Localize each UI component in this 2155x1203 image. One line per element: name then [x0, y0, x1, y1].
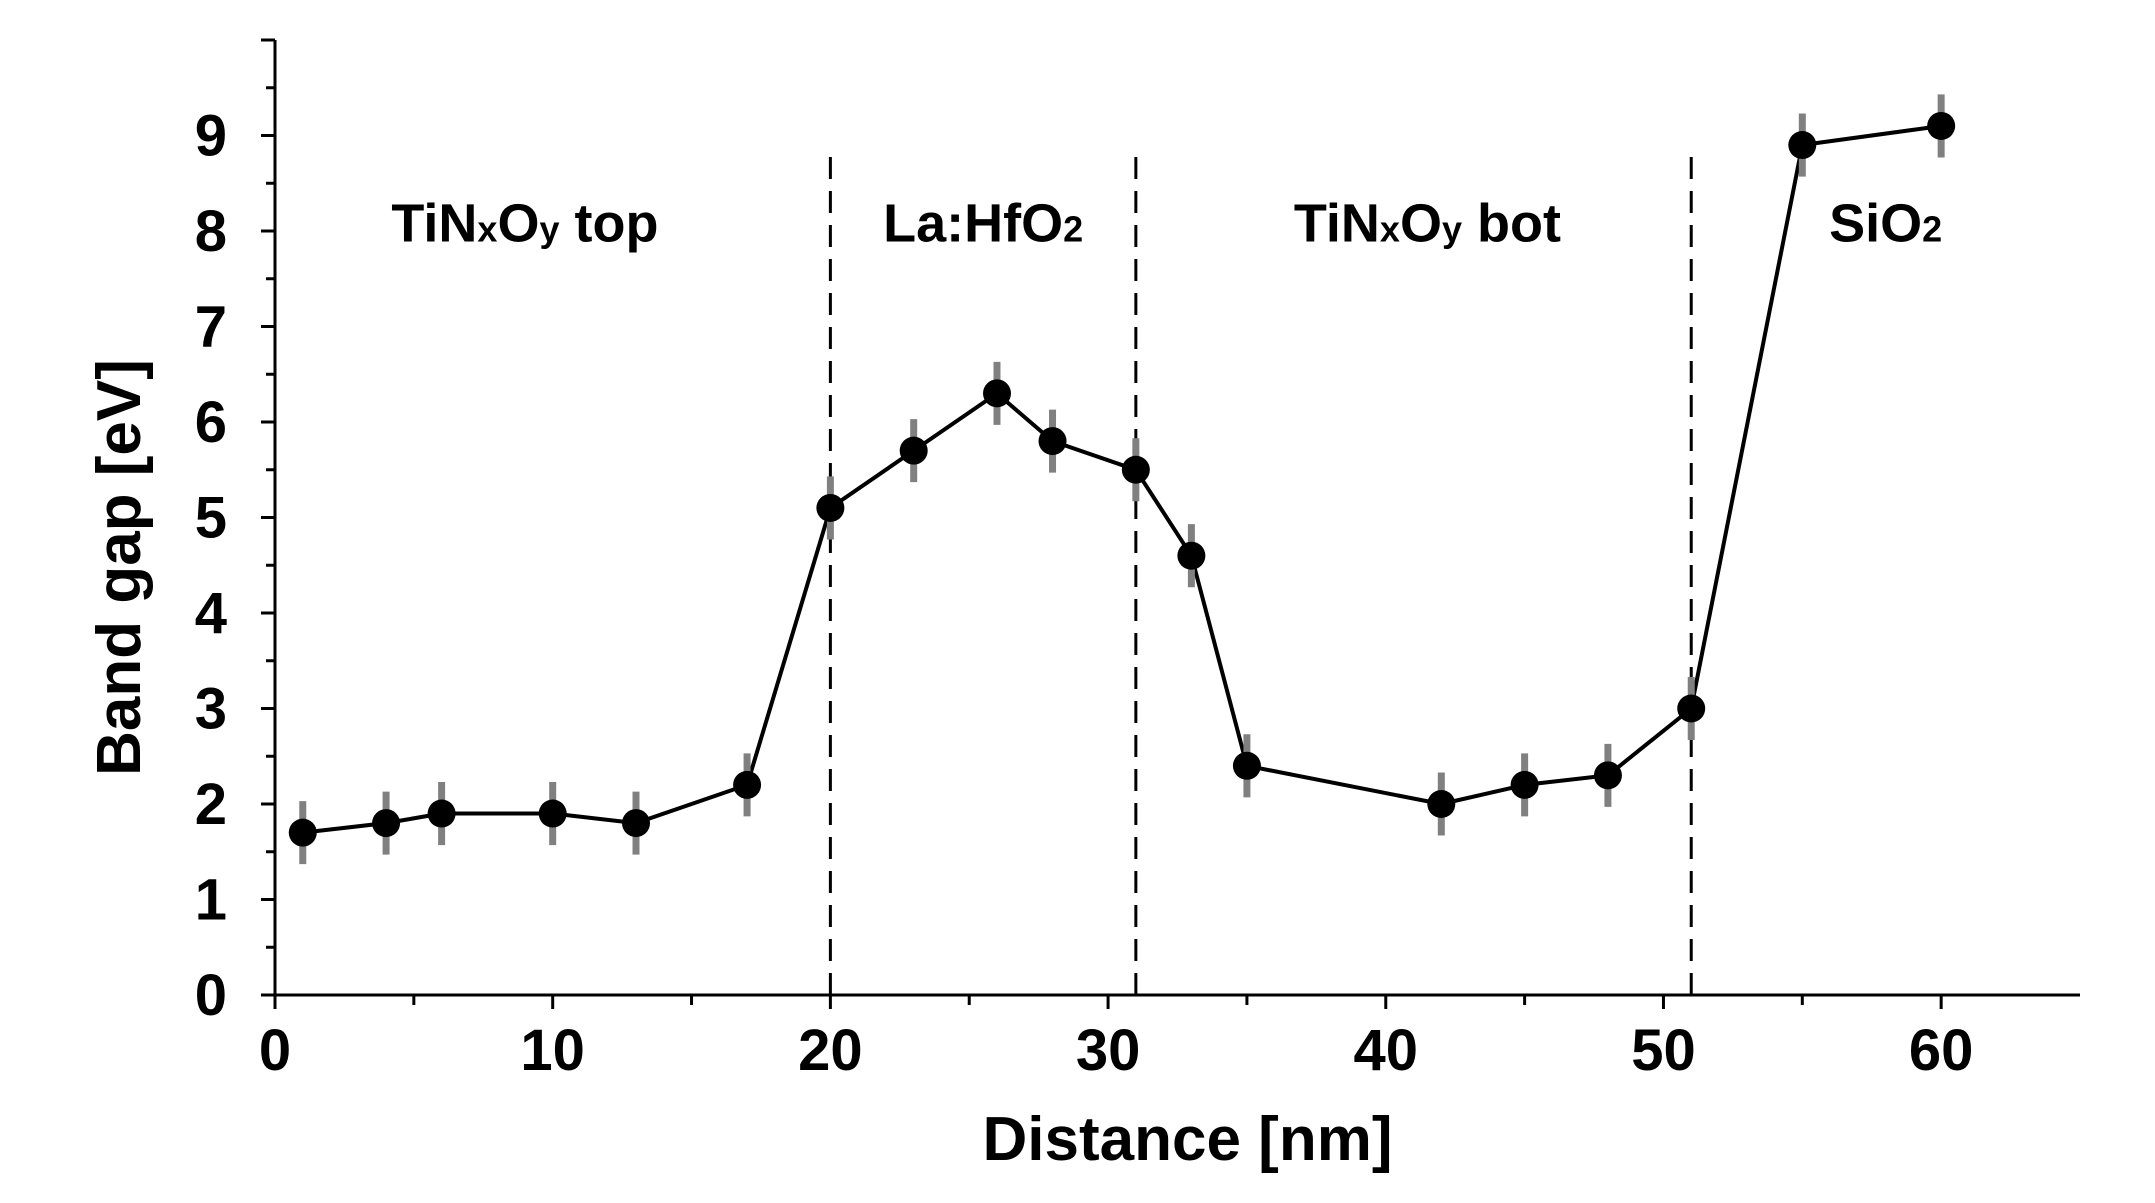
region-label: SiO2	[1829, 193, 1942, 253]
data-point	[899, 436, 928, 465]
region-label-subscript: x	[477, 208, 497, 249]
x-axis-title: Distance [nm]	[983, 1105, 1393, 1174]
data-point	[1038, 427, 1067, 456]
region-label-subscript: 2	[1922, 208, 1942, 249]
data-series	[288, 94, 1956, 865]
region-label-subscript: y	[1442, 208, 1462, 249]
region-label-text: top	[559, 193, 658, 253]
layer-boundaries	[828, 150, 1693, 995]
y-tick-label: 9	[195, 104, 227, 169]
region-label: La:HfO2	[883, 193, 1083, 253]
y-tick-label: 5	[195, 486, 227, 551]
data-point	[427, 799, 456, 828]
data-point	[288, 818, 317, 847]
x-tick-label: 60	[1909, 1018, 1974, 1083]
data-point	[538, 799, 567, 828]
data-point	[1232, 751, 1261, 780]
y-tick-label: 8	[195, 199, 227, 264]
data-point	[1593, 761, 1622, 790]
region-label-subscript: x	[1380, 208, 1400, 249]
data-point	[1427, 790, 1456, 818]
y-tick-label: 4	[195, 581, 227, 646]
region-label-text: O	[497, 193, 539, 253]
data-point	[1177, 541, 1206, 570]
region-label-text: TiN	[1294, 193, 1380, 253]
x-tick-label: 50	[1631, 1018, 1696, 1083]
region-label: TiNxOy bot	[1294, 193, 1561, 253]
y-tick-label: 1	[195, 868, 227, 933]
data-point	[1121, 455, 1150, 484]
y-tick-label: 6	[195, 390, 227, 455]
region-label-text: O	[1400, 193, 1442, 253]
y-tick-label: 7	[195, 295, 227, 360]
data-point	[622, 809, 650, 838]
region-label-text: La:HfO	[883, 193, 1063, 253]
x-tick-label: 0	[259, 1018, 291, 1083]
data-point	[1677, 694, 1706, 723]
x-tick-label: 30	[1076, 1018, 1141, 1083]
x-tick-label: 40	[1354, 1018, 1419, 1083]
y-tick-label: 0	[195, 963, 227, 1028]
data-point	[372, 809, 401, 838]
data-point	[983, 379, 1011, 408]
axes: 0 10 20 30 40 50 60 0 1 2 3 4 5 6 7 8 9	[195, 38, 2080, 1083]
region-label-text: bot	[1462, 193, 1561, 253]
data-point	[816, 493, 845, 522]
region-label: TiNxOy top	[391, 193, 658, 253]
data-point	[1788, 131, 1817, 160]
x-tick-label: 10	[520, 1018, 585, 1083]
region-label-subscript: y	[539, 208, 559, 249]
y-tick-label: 3	[195, 677, 227, 742]
region-label-subscript: 2	[1063, 208, 1083, 249]
data-point	[1510, 770, 1539, 799]
region-label-text: SiO	[1829, 193, 1922, 253]
y-axis-title: Band gap [eV]	[85, 359, 154, 776]
data-point	[733, 770, 762, 799]
region-labels: TiNxOy top La:HfO2 TiNxOy bot SiO2	[391, 193, 1942, 253]
data-point	[1927, 111, 1956, 140]
x-tick-label: 20	[798, 1018, 863, 1083]
y-tick-label: 2	[195, 772, 227, 837]
region-label-text: TiN	[391, 193, 477, 253]
